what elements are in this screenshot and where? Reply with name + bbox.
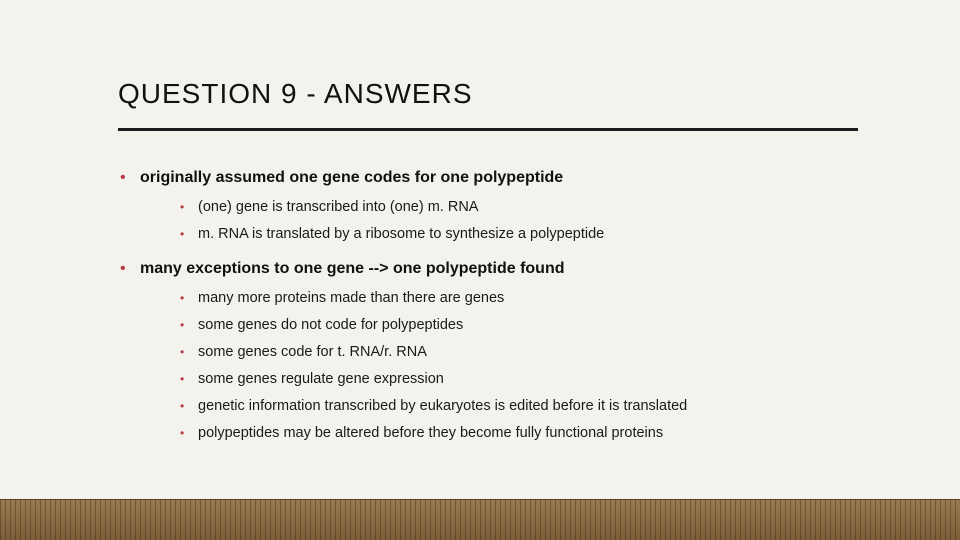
list-item-label: (one) gene is transcribed into (one) m. … bbox=[198, 199, 478, 215]
list-item: (one) gene is transcribed into (one) m. … bbox=[178, 197, 880, 217]
list-item: originally assumed one gene codes for on… bbox=[118, 167, 880, 244]
list-item-label: some genes code for t. RNA/r. RNA bbox=[198, 344, 427, 360]
list-item: some genes code for t. RNA/r. RNA bbox=[178, 342, 880, 362]
list-item: polypeptides may be altered before they … bbox=[178, 423, 880, 443]
list-item: some genes do not code for polypeptides bbox=[178, 315, 880, 335]
bullet-list-level1: originally assumed one gene codes for on… bbox=[118, 167, 880, 443]
list-item: m. RNA is translated by a ribosome to sy… bbox=[178, 224, 880, 244]
list-item-label: polypeptides may be altered before they … bbox=[198, 425, 663, 441]
list-item-label: some genes do not code for polypeptides bbox=[198, 317, 463, 333]
title-underline-rule bbox=[118, 128, 858, 131]
list-item-label: originally assumed one gene codes for on… bbox=[140, 169, 563, 186]
bullet-list-level2: many more proteins made than there are g… bbox=[178, 288, 880, 443]
list-item: many exceptions to one gene --> one poly… bbox=[118, 258, 880, 443]
list-item-label: many exceptions to one gene --> one poly… bbox=[140, 260, 564, 277]
list-item: many more proteins made than there are g… bbox=[178, 288, 880, 308]
slide-content: QUESTION 9 - ANSWERS originally assumed … bbox=[118, 78, 880, 457]
list-item-label: genetic information transcribed by eukar… bbox=[198, 398, 687, 414]
list-item-label: m. RNA is translated by a ribosome to sy… bbox=[198, 226, 604, 242]
bullet-list-level2: (one) gene is transcribed into (one) m. … bbox=[178, 197, 880, 244]
list-item: some genes regulate gene expression bbox=[178, 369, 880, 389]
wood-floor-decoration bbox=[0, 499, 960, 540]
list-item: genetic information transcribed by eukar… bbox=[178, 396, 880, 416]
list-item-label: many more proteins made than there are g… bbox=[198, 290, 504, 306]
slide: QUESTION 9 - ANSWERS originally assumed … bbox=[0, 0, 960, 540]
list-item-label: some genes regulate gene expression bbox=[198, 371, 444, 387]
page-title: QUESTION 9 - ANSWERS bbox=[118, 78, 880, 110]
